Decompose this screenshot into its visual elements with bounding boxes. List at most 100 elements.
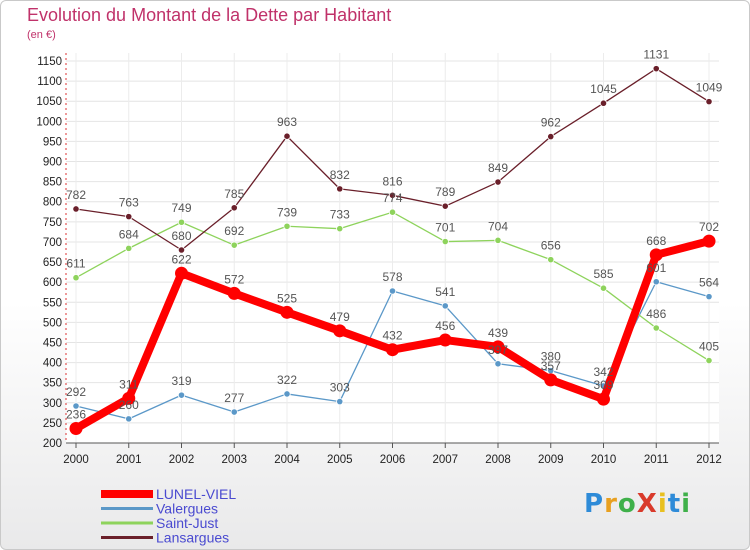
data-point: [705, 293, 713, 301]
logo-letter: P: [584, 489, 605, 519]
data-point: [177, 246, 186, 254]
data-label: 702: [699, 220, 719, 234]
data-point: [441, 202, 449, 210]
data-point: [125, 415, 133, 423]
data-point: [336, 397, 344, 406]
chart-subtitle: (en €): [27, 29, 56, 41]
y-tick-label: 700: [43, 237, 62, 249]
y-tick-label: 500: [43, 317, 62, 329]
data-point: [227, 286, 241, 300]
data-point: [230, 241, 238, 249]
y-tick-label: 900: [43, 157, 62, 169]
data-point: [230, 408, 238, 416]
x-tick-label: 2004: [274, 454, 300, 466]
data-label: 405: [699, 340, 719, 354]
data-point: [280, 305, 294, 319]
x-tick-label: 2012: [696, 454, 722, 466]
chart-title: Evolution du Montant de la Dette par Hab…: [27, 5, 392, 25]
data-point: [72, 402, 80, 410]
x-tick-label: 2003: [221, 454, 247, 466]
data-point: [547, 256, 555, 264]
data-point: [388, 287, 397, 295]
data-label: 578: [382, 270, 402, 284]
legend-label: Lansargues: [156, 530, 229, 546]
data-point: [494, 360, 502, 368]
data-label: 380: [541, 350, 561, 364]
data-label: 486: [646, 307, 666, 321]
y-tick-label: 1050: [36, 96, 62, 108]
logo-letter: t: [667, 489, 682, 519]
data-point: [705, 98, 713, 106]
data-label: 439: [488, 326, 508, 340]
data-point: [333, 324, 347, 338]
data-point: [69, 422, 83, 436]
data-label: 1045: [590, 82, 617, 96]
y-tick-label: 850: [43, 177, 62, 189]
data-label: 656: [541, 239, 561, 253]
data-point: [283, 132, 291, 140]
data-point: [652, 278, 660, 286]
x-tick-label: 2002: [169, 454, 195, 466]
data-point: [283, 222, 291, 230]
data-point: [230, 204, 238, 212]
data-point: [72, 205, 80, 213]
x-tick-label: 2006: [380, 454, 406, 466]
data-point: [599, 99, 608, 107]
data-point: [652, 65, 660, 73]
y-tick-label: 950: [43, 136, 62, 148]
y-tick-label: 750: [43, 217, 62, 229]
x-tick-label: 2007: [432, 454, 458, 466]
data-point: [597, 392, 610, 406]
data-point: [177, 218, 186, 226]
data-label: 692: [224, 224, 244, 238]
data-label: 397: [488, 343, 508, 357]
data-label: 601: [646, 261, 666, 275]
x-tick-label: 2008: [485, 454, 511, 466]
data-label: 322: [277, 373, 297, 387]
data-point: [652, 324, 660, 332]
x-tick-label: 2011: [644, 454, 669, 466]
x-tick-label: 2005: [327, 454, 353, 466]
data-point: [441, 302, 449, 310]
data-point: [175, 266, 188, 280]
data-label: 311: [119, 377, 138, 391]
y-tick-label: 300: [43, 398, 62, 410]
data-point: [649, 248, 663, 262]
data-point: [544, 373, 558, 387]
data-label: 962: [541, 116, 561, 130]
logo-letter: i: [681, 489, 692, 519]
data-label: 668: [646, 234, 666, 248]
y-tick-label: 1150: [37, 56, 62, 68]
data-label: 303: [330, 381, 350, 395]
legend-label: Valergues: [156, 501, 218, 517]
x-tick-label: 2010: [591, 454, 617, 466]
data-point: [705, 356, 713, 365]
x-tick-label: 2000: [63, 454, 89, 466]
data-point: [336, 225, 344, 233]
y-tick-label: 650: [43, 257, 62, 269]
y-tick-label: 400: [43, 358, 62, 370]
x-tick-label: 2009: [538, 454, 564, 466]
data-label: 309: [593, 378, 613, 392]
y-tick-label: 1000: [36, 116, 62, 128]
data-point: [494, 236, 502, 244]
data-label: 739: [277, 205, 297, 219]
data-label: 701: [435, 221, 455, 235]
data-label: 816: [382, 174, 402, 188]
data-label: 680: [171, 229, 191, 243]
data-point: [702, 234, 716, 248]
data-point: [386, 343, 399, 357]
data-label: 622: [171, 252, 191, 266]
data-label: 1131: [643, 48, 669, 62]
data-label: 564: [699, 276, 719, 290]
data-label: 782: [66, 188, 86, 202]
data-label: 541: [435, 285, 455, 299]
data-point: [125, 213, 133, 221]
logo-letter: r: [604, 489, 618, 519]
data-point: [494, 178, 502, 186]
data-label: 832: [330, 168, 350, 182]
data-label: 785: [224, 187, 244, 201]
data-label: 479: [330, 310, 350, 324]
data-label: 611: [66, 257, 85, 271]
